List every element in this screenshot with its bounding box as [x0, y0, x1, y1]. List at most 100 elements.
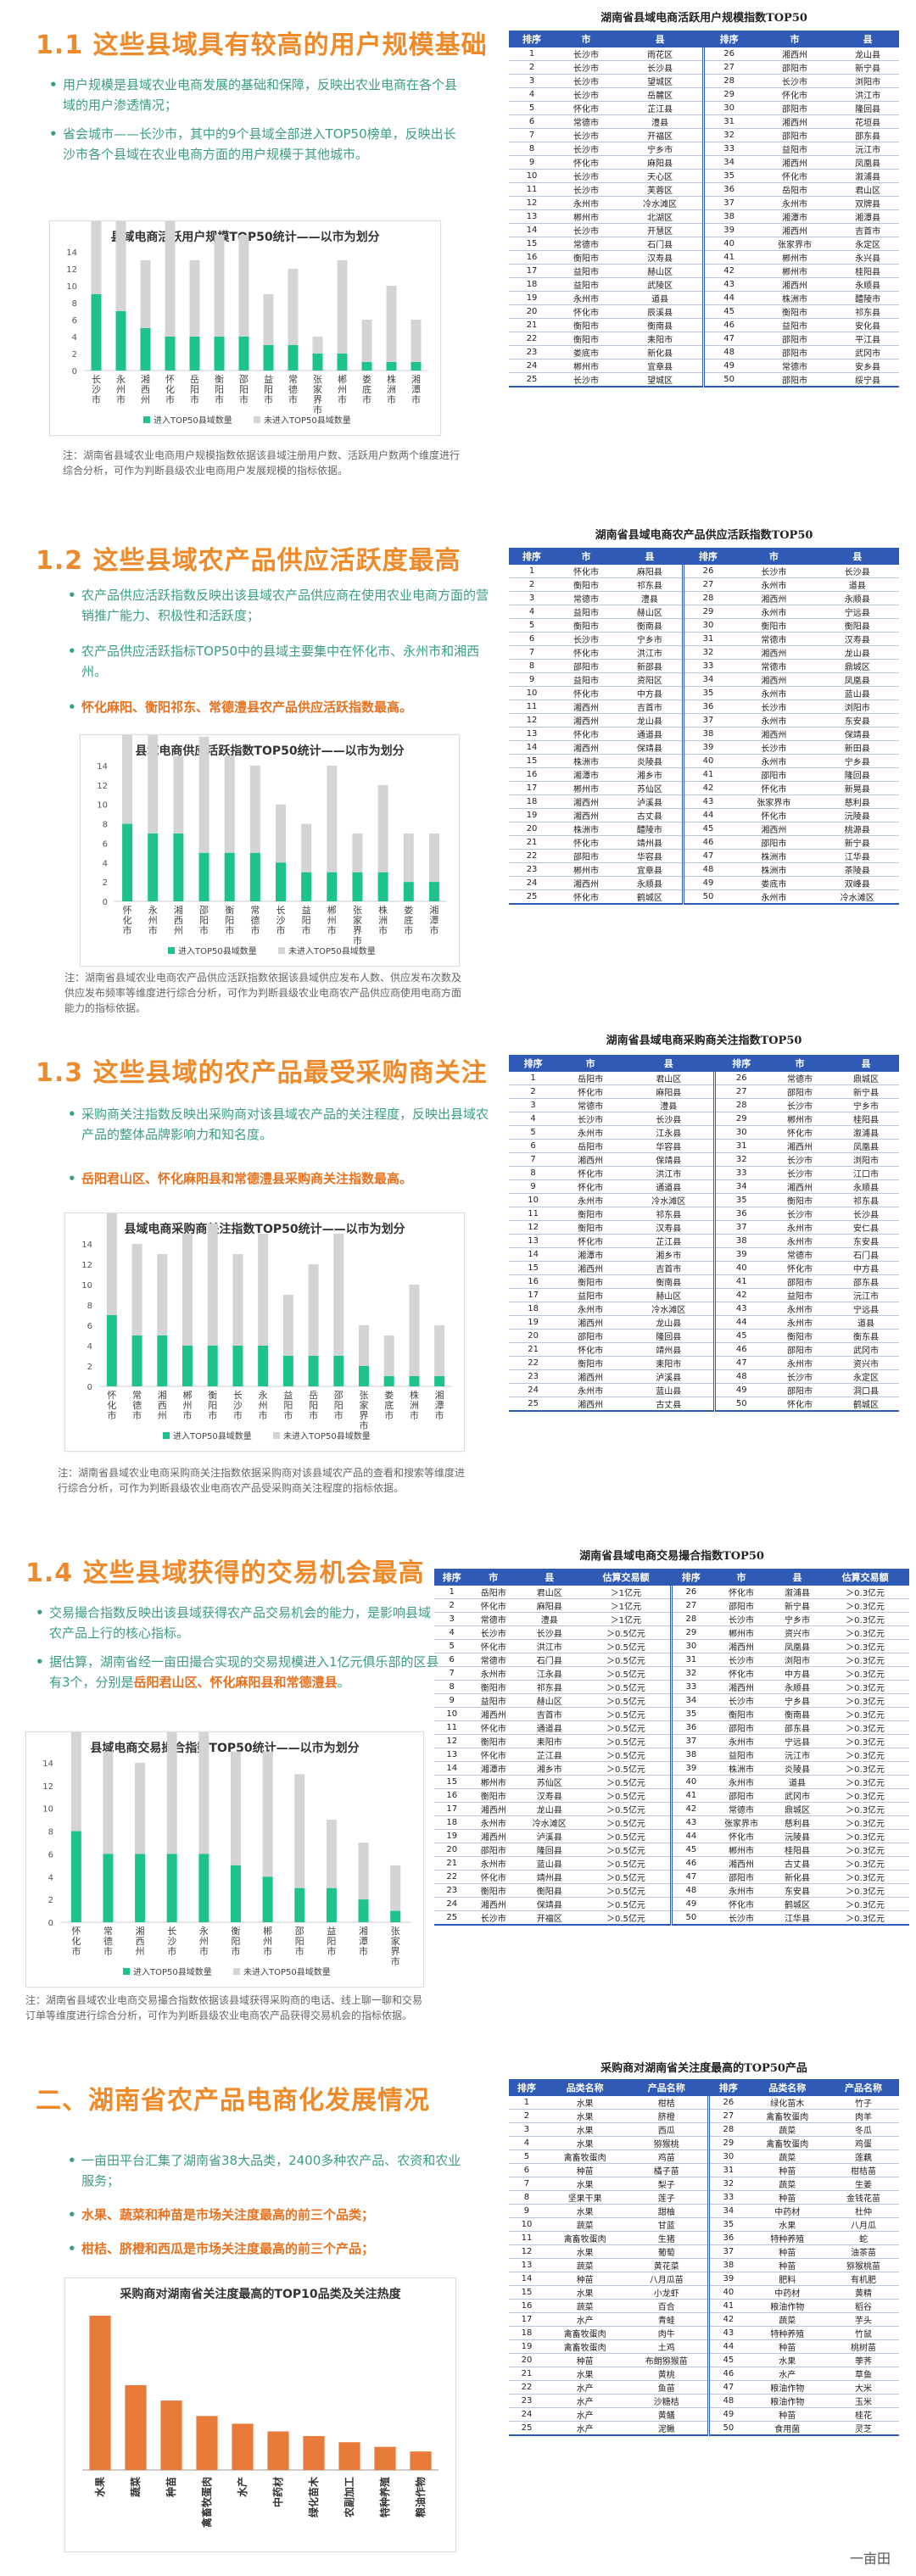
table-cell: 2 [509, 2109, 545, 2123]
x-tick-label: 蔬菜 [129, 2477, 142, 2497]
x-tick-label: 沙 [167, 1936, 176, 1947]
table-cell: 鹤城区 [832, 1397, 899, 1412]
table-cell: 泸溪县 [617, 795, 684, 809]
table-cell: 衡阳县 [517, 1883, 582, 1898]
x-tick-label: 长 [233, 1390, 243, 1401]
note-1-3: 注：湖南省县域农业电商采购商关注指数依据采购商对该县域农产品的查看和搜索等维度进… [58, 1467, 466, 1494]
table-cell: 郴州市 [555, 862, 617, 877]
table-cell: 道县 [815, 577, 899, 592]
table-cell: 15 [509, 1261, 558, 1275]
table-cell: 长沙市 [555, 169, 617, 183]
table-cell: 郴州市 [709, 1625, 774, 1640]
bar-in-top50 [390, 1910, 401, 1922]
table-row: 11 怀化市 通道县 ＞0.5亿元 36 邵阳市 邵东县 ＞0.3亿元 [434, 1720, 909, 1735]
table-cell: 邵阳市 [709, 1788, 774, 1803]
x-tick-label: 怀 [107, 1390, 116, 1401]
table-row: 9 益阳市 资阳区 34 湘西州 凤凰县 [509, 672, 899, 687]
table-cell: ＞0.3亿元 [821, 1625, 909, 1640]
table-cell: 47 [681, 849, 733, 863]
x-tick-label: 阳 [190, 384, 199, 395]
table-cell: 祁东县 [623, 1207, 715, 1221]
x-tick-label: 市 [264, 393, 273, 405]
table-cell: ＞0.5亿元 [581, 1829, 672, 1843]
table-cell: 长沙市 [709, 1612, 774, 1626]
table-cell: 华容县 [623, 1139, 715, 1153]
table-row: 21 怀化市 靖州县 46 邵阳市 新宁县 [509, 835, 899, 850]
table-cell: 中药材 [746, 2204, 828, 2218]
table-cell: 通道县 [617, 727, 684, 741]
table-cell: 怀化市 [555, 889, 617, 905]
x-tick-label: 市 [116, 393, 126, 405]
x-tick-label: 市 [410, 1409, 419, 1421]
table-row: 18 永州市 冷水滩区 ＞0.5亿元 43 张家界市 慈利县 ＞0.3亿元 [434, 1815, 909, 1830]
table-cell: 芷江县 [617, 101, 704, 115]
table-cell: 武冈市 [773, 1788, 822, 1803]
table-cell: 柑桔苗 [827, 2163, 899, 2177]
table-cell: 水果 [544, 2136, 626, 2150]
chart-2: 采购商对湖南省关注度最高的TOP10品类及关注热度 水果 蔬菜 种苗 禽畜牧蛋肉 水产 中… [64, 2278, 456, 2552]
table-row: 4 益阳市 赫山区 29 永州市 宁远县 [509, 605, 899, 619]
table-row: 9 益阳市 赫山区 ＞0.5亿元 34 长沙市 宁乡县 ＞0.3亿元 [434, 1693, 909, 1708]
bar-not-in-top50 [249, 766, 260, 853]
table-row: 20 邵阳市 隆回县 ＞0.5亿元 45 郴州市 桂阳县 ＞0.3亿元 [434, 1843, 909, 1857]
bar-not-in-top50 [411, 320, 422, 362]
table-cell: 永州市 [469, 1856, 518, 1871]
table-cell: 34 [702, 155, 753, 170]
table-row: 10 长沙市 天心区 35 怀化市 溆浦县 [509, 169, 899, 183]
table-cell: 长沙市 [767, 1152, 833, 1167]
x-tick-label: 永 [116, 373, 126, 385]
table-header: 产品名称 [625, 2079, 709, 2096]
table-header: 排序 [509, 31, 556, 47]
table-cell: 邵阳市 [732, 767, 816, 782]
table-cell: 湘西州 [555, 740, 617, 755]
table-cell: 鹤城区 [773, 1897, 822, 1911]
table-cell: 6 [434, 1653, 470, 1667]
bar-not-in-top50 [359, 1325, 369, 1366]
table-cell: ＞0.3亿元 [821, 1586, 909, 1599]
table-row: 7 怀化市 洪江市 32 湘西州 龙山县 [509, 645, 899, 660]
table-cell: 东安县 [832, 1234, 899, 1248]
bar-in-top50 [224, 852, 235, 901]
table-cell: 水果 [544, 2244, 626, 2259]
table-cell: 19 [509, 2339, 545, 2354]
table-cell: 衡阳市 [557, 1274, 624, 1289]
table-cell: 25 [509, 2421, 545, 2436]
x-tick-label: 家 [353, 914, 362, 926]
section-title-1-4: 1.4 这些县域获得的交易机会最高 [25, 1558, 425, 1588]
table-cell: 长沙市 [709, 1910, 774, 1926]
table-cell: 蓝山县 [517, 1856, 582, 1871]
table-cell: 蛇 [827, 2231, 899, 2245]
table-row: 1 怀化市 麻阳县 26 长沙市 长沙县 [509, 565, 899, 578]
table-cell: 浏阳市 [836, 74, 899, 88]
bar-not-in-top50 [288, 269, 299, 345]
table-cell: 24 [509, 876, 556, 890]
table-cell: 20 [509, 2353, 545, 2367]
table-header: 市 [732, 548, 816, 565]
table-cell: 20 [509, 822, 556, 836]
table-cell: 娄底市 [555, 345, 617, 360]
table-cell: 龙山县 [815, 645, 899, 660]
table-cell: 望城区 [617, 372, 704, 388]
x-tick-label: 湘 [141, 373, 150, 385]
table-row: 13 怀化市 芷江县 ＞0.5亿元 38 益阳市 沅江市 ＞0.3亿元 [434, 1748, 909, 1762]
table-cell: 溆浦县 [773, 1586, 822, 1599]
y-tick-label: 4 [103, 859, 108, 868]
bar-in-top50 [359, 1366, 369, 1386]
table-cell: 35 [681, 686, 733, 700]
bar-not-in-top50 [131, 1244, 142, 1335]
x-tick-label: 粮油作物 [414, 2477, 427, 2517]
table-cell: 种苗 [544, 2353, 626, 2367]
table-cell: 45 [707, 2353, 747, 2367]
table-cell: 19 [509, 1315, 558, 1330]
x-tick-label: 市 [359, 1945, 368, 1957]
table-cell: 怀化市 [767, 1125, 833, 1140]
x-tick-label: 娄 [404, 905, 413, 916]
table-cell: 50 [713, 1397, 768, 1412]
bullet: 农产品供应活跃指标TOP50中的县域主要集中在怀化市、永州市和湘西州。 [68, 641, 489, 682]
table-row: 6 常德市 石门县 ＞0.5亿元 31 长沙市 浏阳市 ＞0.3亿元 [434, 1653, 909, 1667]
table-cell: 33 [713, 1166, 768, 1180]
x-tick-label: 市 [225, 924, 234, 936]
table-cell: 澧县 [623, 1098, 715, 1112]
table-row: 12 水果 葡萄 37 种苗 油茶苗 [509, 2244, 899, 2259]
chart-1-2: 县域电商供应活跃指数TOP50统计——以市为划分 0 2 4 6 8 10 12 14 怀化市永… [80, 734, 460, 967]
